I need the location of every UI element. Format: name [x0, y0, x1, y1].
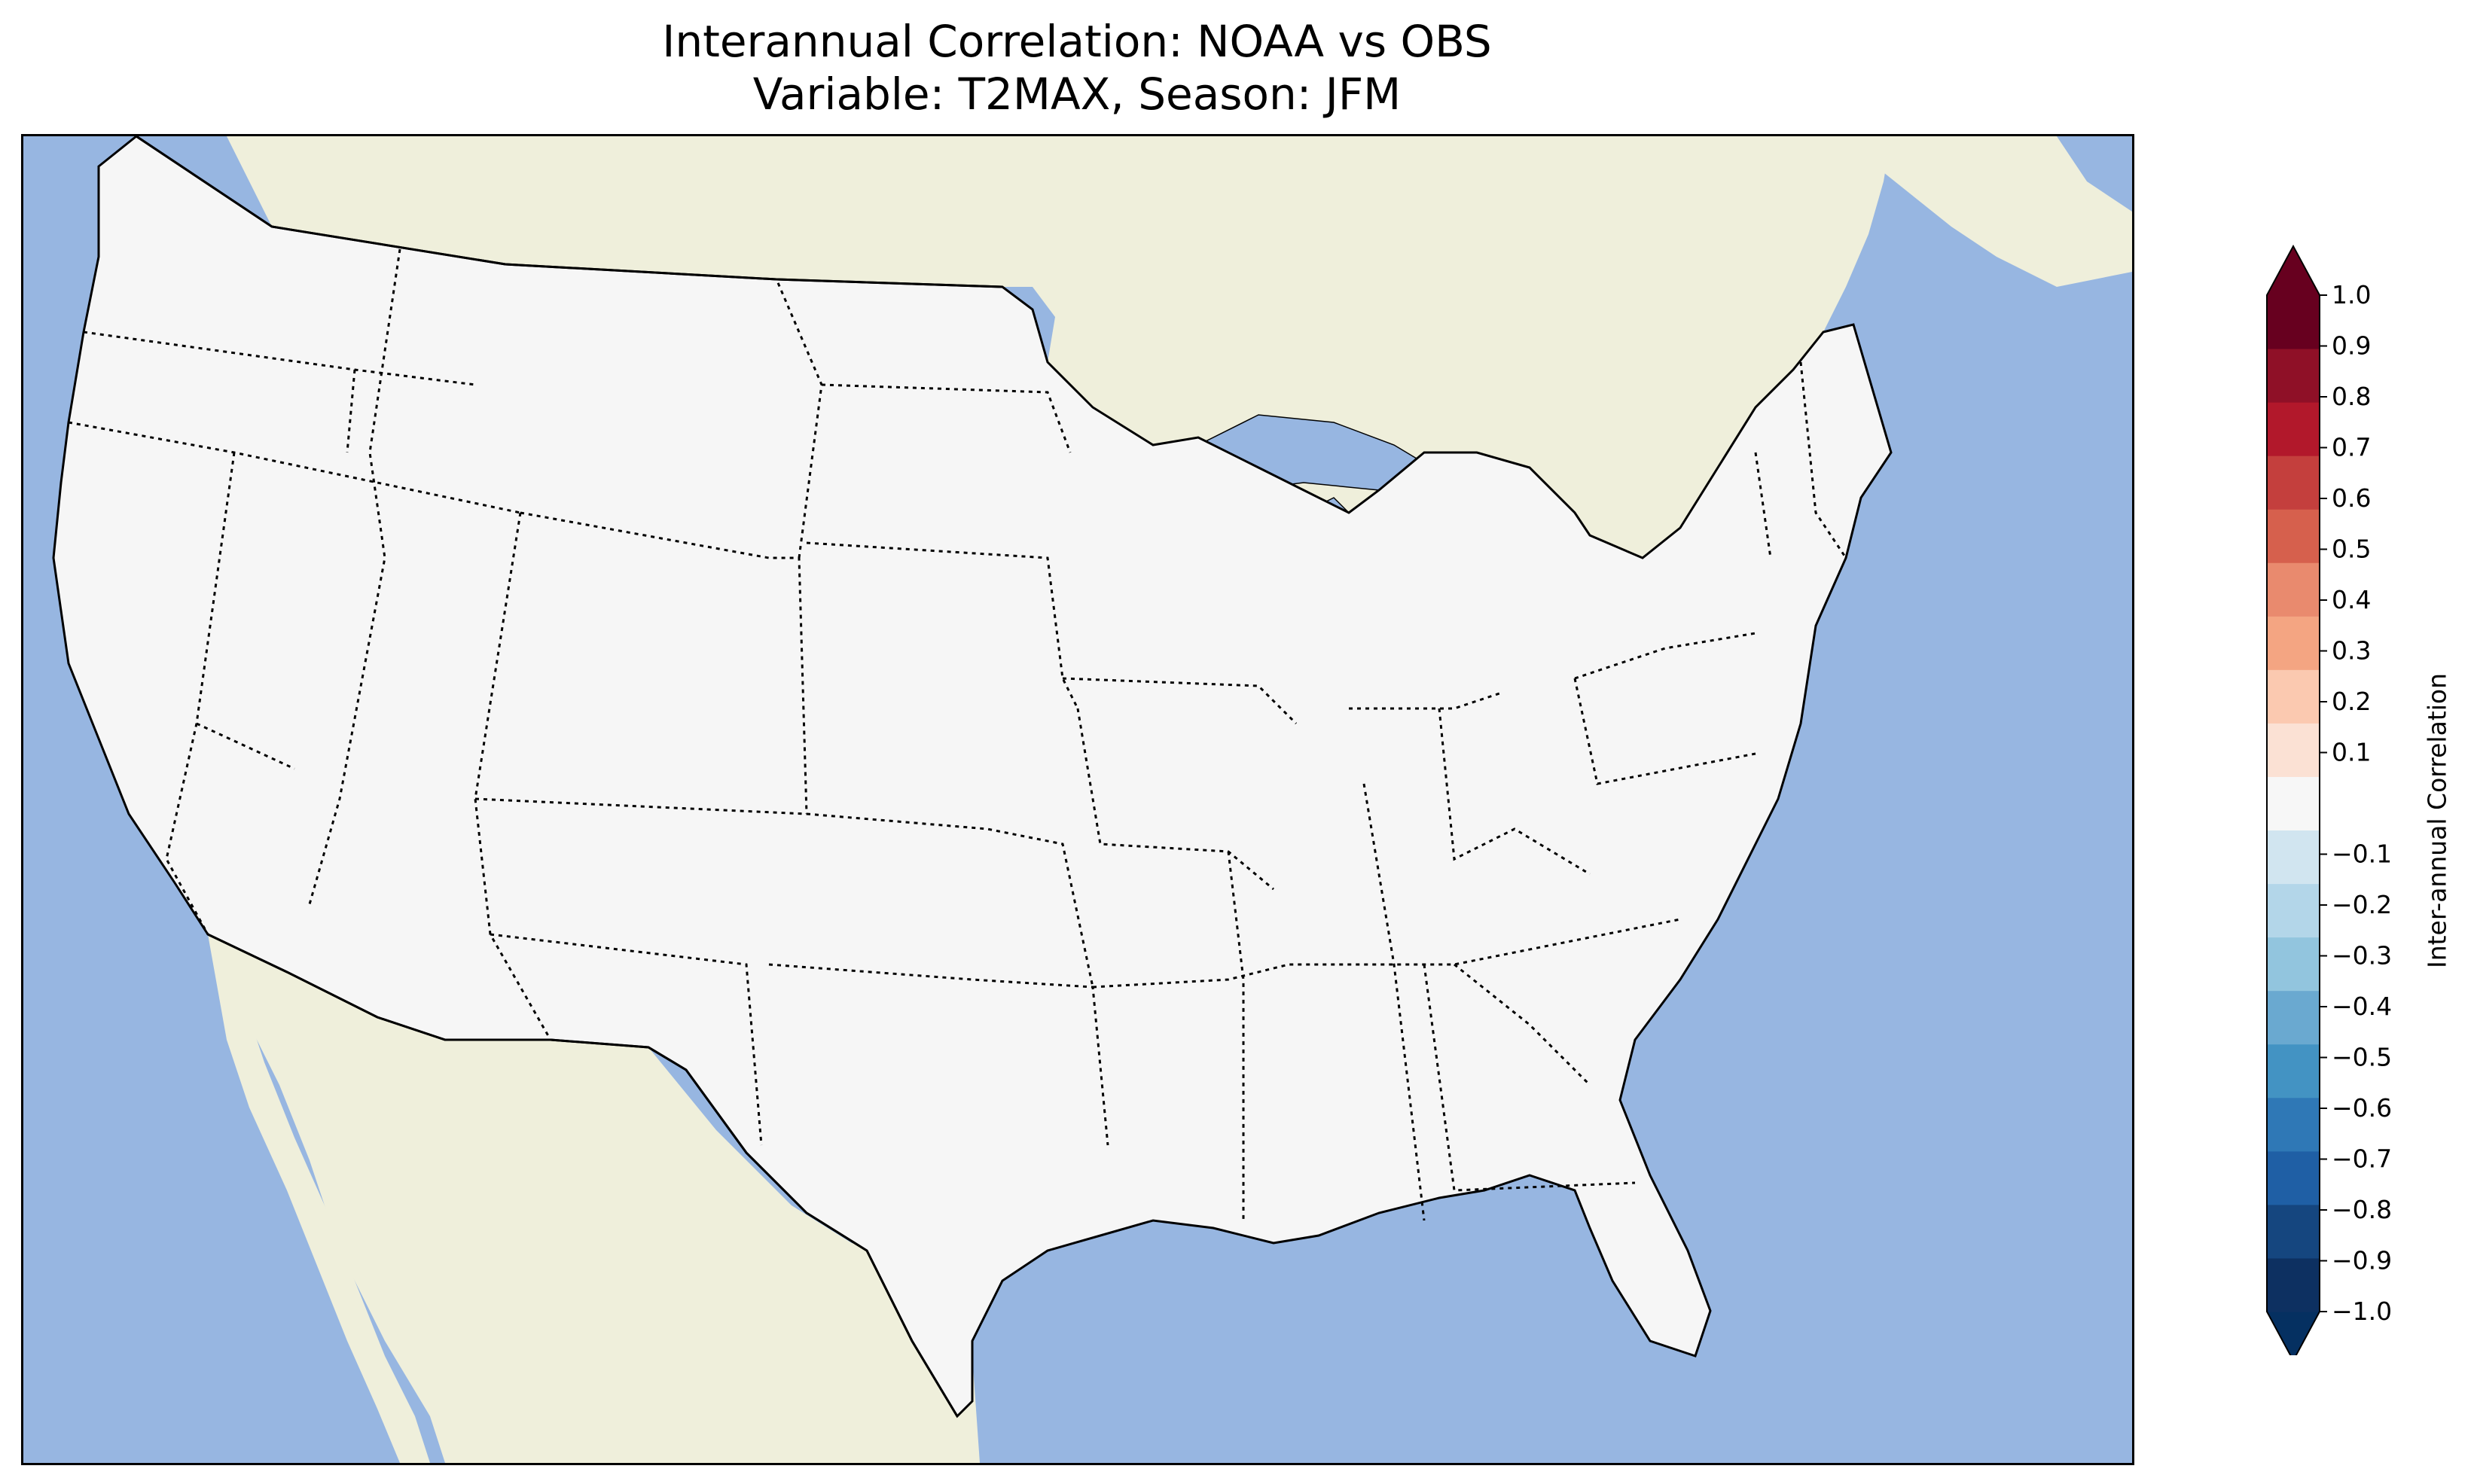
colorbar-segment [2267, 349, 2320, 403]
canada-land [129, 136, 2132, 558]
colorbar-segments [2266, 244, 2320, 1355]
colorbar-under-extension [2267, 1312, 2320, 1355]
map-panel [21, 134, 2134, 1465]
colorbar-segment [2267, 1097, 2320, 1152]
colorbar-segment [2267, 883, 2320, 938]
colorbar-tick-label: −0.6 [2332, 1093, 2392, 1123]
colorbar-tick-label: −0.3 [2332, 941, 2392, 971]
colorbar-axis-label: Inter-annual Correlation [2422, 672, 2452, 969]
colorbar-tick-label: −0.8 [2332, 1195, 2392, 1224]
colorbar-segment [2267, 990, 2320, 1045]
colorbar-tick-label: −1.0 [2332, 1297, 2392, 1326]
colorbar-segment [2267, 616, 2320, 670]
map-title-line-2: Variable: T2MAX, Season: JFM [752, 69, 1402, 120]
baja-california [208, 934, 430, 1463]
colorbar-tick-label: −0.7 [2332, 1144, 2392, 1174]
colorbar-tick-label: 0.4 [2332, 585, 2371, 614]
colorbar-segment [2267, 1044, 2320, 1099]
colorbar-segment [2267, 937, 2320, 992]
colorbar-segment [2267, 456, 2320, 510]
colorbar-over-extension [2267, 246, 2320, 295]
mexico-land [208, 934, 980, 1463]
colorbar-tick-label: 0.5 [2332, 535, 2371, 564]
colorbar-tick-label: 0.7 [2332, 433, 2371, 462]
colorbar-tick-label: −0.9 [2332, 1246, 2392, 1275]
colorbar-tick-label: 0.8 [2332, 382, 2371, 411]
colorbar-tick-label: 0.6 [2332, 483, 2371, 513]
colorbar-segment [2267, 1150, 2320, 1205]
colorbar-segment [2267, 1204, 2320, 1259]
colorbar-tick-label: 0.2 [2332, 687, 2371, 716]
colorbar-tick-label: −0.5 [2332, 1043, 2392, 1072]
colorbar-tick-label: −0.2 [2332, 890, 2392, 919]
colorbar-ticks: −1.0 −0.9 −0.8 −0.7 −0.6 −0.5 −0.4 −0.3 −0.2 −0.1… [2320, 280, 2392, 1326]
colorbar-tick-label: 0.1 [2332, 738, 2371, 767]
map-title-line-1: Interannual Correlation: NOAA vs OBS [662, 16, 1492, 67]
state-borders [68, 248, 1847, 1221]
colorbar-segment [2267, 402, 2320, 456]
colorbar-segment [2267, 1257, 2320, 1312]
colorbar-tick-label: 0.3 [2332, 636, 2371, 666]
colorbar-segment [2267, 830, 2320, 885]
colorbar-segment [2267, 295, 2320, 349]
colorbar-segment [2267, 723, 2320, 777]
colorbar-tick-label: 0.9 [2332, 331, 2371, 361]
colorbar-segment [2267, 776, 2320, 831]
colorbar-segment [2267, 669, 2320, 724]
country-borders [136, 136, 1003, 1417]
map-canvas [23, 136, 2132, 1463]
colorbar-segment [2267, 509, 2320, 563]
colorbar-tick-label: −0.4 [2332, 992, 2392, 1021]
colorbar-tick-label: 1.0 [2332, 280, 2371, 309]
colorbar: −1.0 −0.9 −0.8 −0.7 −0.6 −0.5 −0.4 −0.3 −0.2 −0.1… [2266, 244, 2392, 1355]
colorbar-segment [2267, 562, 2320, 617]
colorbar-tick-label: −0.1 [2332, 840, 2392, 869]
